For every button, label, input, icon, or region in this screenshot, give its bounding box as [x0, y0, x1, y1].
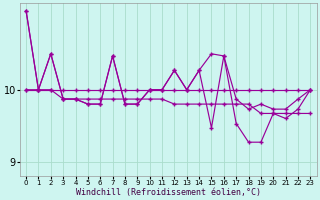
X-axis label: Windchill (Refroidissement éolien,°C): Windchill (Refroidissement éolien,°C): [76, 188, 261, 197]
